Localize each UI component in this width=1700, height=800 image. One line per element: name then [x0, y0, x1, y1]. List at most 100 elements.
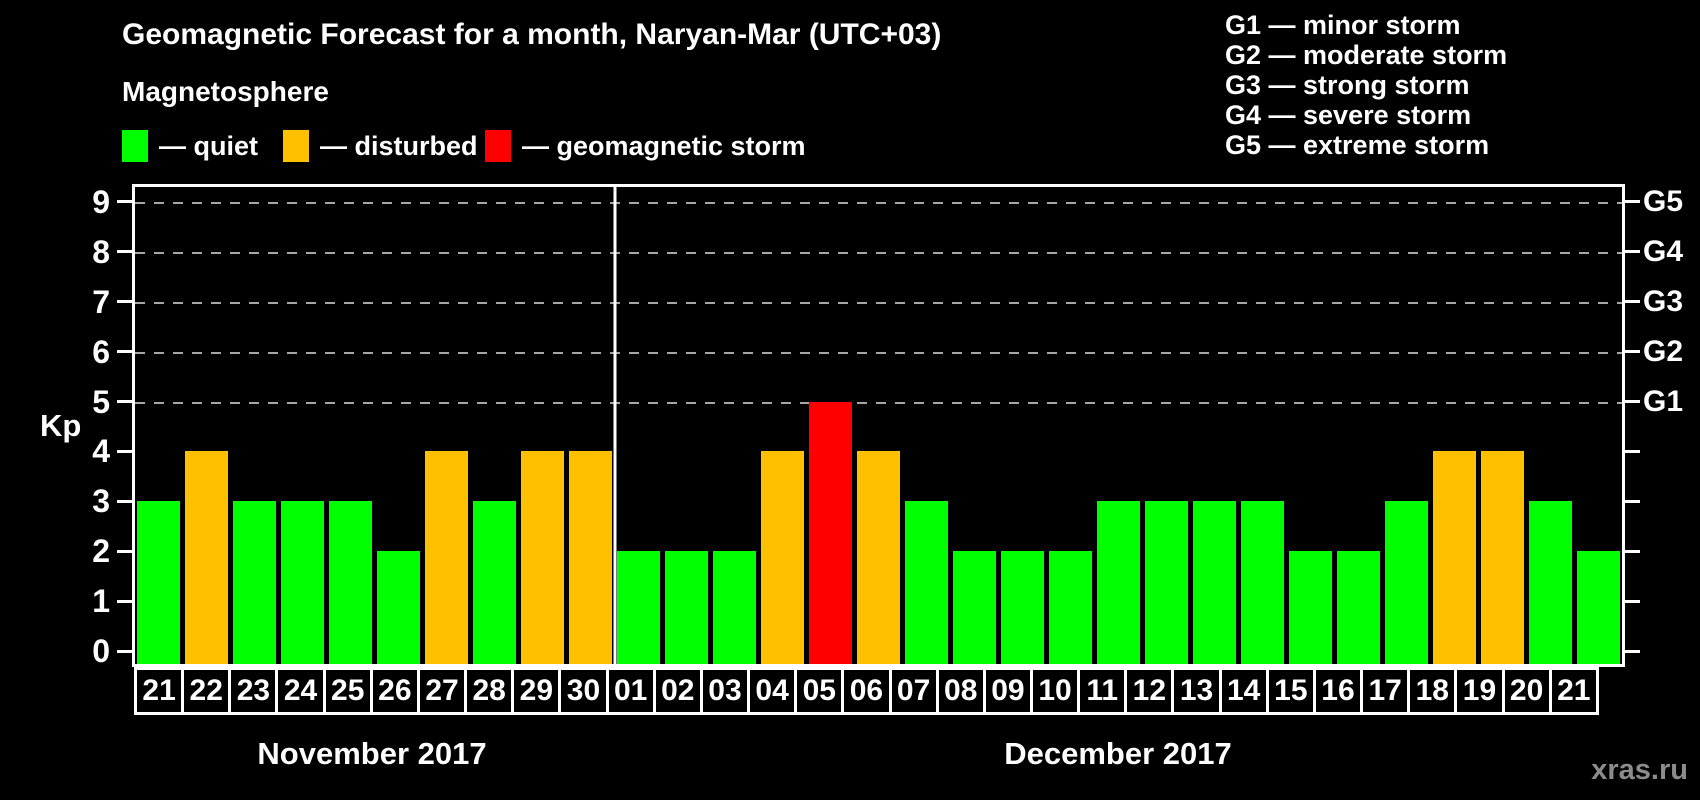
y-tick-right-6: [1625, 350, 1640, 354]
y-tick-left-4: [117, 449, 132, 453]
date-cell-november-27: 27: [420, 670, 468, 712]
chart-title: Geomagnetic Forecast for a month, Naryan…: [122, 18, 942, 51]
y-tick-left-3: [117, 499, 132, 503]
date-cell-december-07: 07: [892, 670, 939, 712]
bar-november-23: [233, 501, 277, 664]
date-cell-december-01: 01: [609, 670, 656, 712]
bar-december-12: [1144, 501, 1188, 664]
bar-december-08: [952, 551, 996, 664]
date-cell-december-20: 20: [1505, 670, 1552, 712]
bar-december-19: [1480, 451, 1524, 664]
plot-area-inner: [135, 187, 1622, 664]
right-axis-label-g4: G4: [1643, 234, 1684, 268]
bar-december-18: [1432, 451, 1476, 664]
date-cell-november-30: 30: [561, 670, 609, 712]
legend-item-disturbed: — disturbed: [283, 128, 478, 164]
bar-december-15: [1288, 551, 1332, 664]
bar-december-10: [1048, 551, 1092, 664]
date-cell-december-18: 18: [1410, 670, 1458, 712]
gridline-kp9: [135, 201, 1622, 204]
y-tick-label-2: 2: [92, 533, 110, 570]
storm-scale-line-g2: G2 — moderate storm: [1225, 40, 1508, 70]
bar-december-01: [617, 551, 661, 664]
bar-december-04: [761, 451, 805, 664]
bar-december-20: [1528, 501, 1572, 664]
y-tick-left-7: [117, 300, 132, 304]
date-cell-december-15: 15: [1269, 670, 1316, 712]
legend-label-quiet: — quiet: [159, 130, 258, 161]
bar-december-16: [1336, 551, 1380, 664]
y-tick-left-9: [117, 200, 132, 204]
storm-scale-line-g4: G4 — severe storm: [1225, 100, 1472, 130]
legend-label-storm: — geomagnetic storm: [522, 130, 806, 161]
y-tick-left-6: [117, 350, 132, 354]
y-tick-label-6: 6: [92, 333, 110, 370]
bar-november-29: [521, 451, 565, 664]
y-tick-right-3: [1625, 499, 1640, 503]
gridline-kp8: [135, 251, 1622, 254]
legend-label-disturbed: — disturbed: [320, 130, 478, 161]
y-tick-right-7: [1625, 300, 1640, 304]
legend-item-quiet: — quiet: [122, 128, 258, 164]
storm-scale-line-g3: G3 — strong storm: [1225, 70, 1470, 100]
y-tick-left-0: [117, 649, 132, 653]
date-cell-december-09: 09: [986, 670, 1033, 712]
y-tick-left-5: [117, 400, 132, 403]
date-cell-november-22: 22: [184, 670, 232, 712]
bar-december-17: [1384, 501, 1428, 664]
bar-november-30: [569, 451, 613, 664]
y-tick-label-4: 4: [92, 433, 110, 470]
y-tick-right-5: [1625, 400, 1640, 403]
y-tick-left-1: [117, 599, 132, 603]
y-tick-label-9: 9: [92, 183, 110, 220]
bar-november-27: [425, 451, 469, 664]
bar-december-06: [856, 451, 900, 664]
y-tick-right-4: [1625, 449, 1640, 453]
storm-scale-legend: G1 — minor storm G2 — moderate storm G3 — …: [1225, 10, 1507, 160]
bar-november-24: [281, 501, 325, 664]
storm-scale-line-g1: G1 — minor storm: [1225, 10, 1461, 40]
date-cell-december-02: 02: [656, 670, 703, 712]
right-axis-label-g5: G5: [1643, 184, 1684, 218]
month-label-december: December 2017: [1004, 736, 1232, 771]
bar-december-09: [1000, 551, 1044, 664]
plot-area: [132, 184, 1625, 667]
date-cell-december-19: 19: [1457, 670, 1505, 712]
date-axis: 21 22 23 24 25 26 27 28 29 30 01 02 03 04 05 06 07 08 09 10…: [134, 667, 1599, 715]
y-tick-label-3: 3: [92, 483, 110, 520]
bar-december-02: [665, 551, 709, 664]
date-cell-december-16: 16: [1316, 670, 1364, 712]
date-cell-december-17: 17: [1363, 670, 1411, 712]
bar-december-03: [713, 551, 757, 664]
date-cell-november-25: 25: [326, 670, 373, 712]
date-cell-december-03: 03: [703, 670, 751, 712]
date-cell-november-28: 28: [467, 670, 515, 712]
y-tick-right-1: [1625, 599, 1640, 603]
y-tick-label-0: 0: [92, 633, 110, 669]
date-cell-december-04: 04: [750, 670, 798, 712]
date-cell-december-13: 13: [1174, 670, 1222, 712]
bar-december-05: [809, 401, 853, 664]
y-tick-right-9: [1625, 200, 1640, 204]
bar-november-26: [377, 551, 421, 664]
date-cell-december-21: 21: [1557, 674, 1591, 707]
y-tick-right-2: [1625, 549, 1640, 553]
bar-november-25: [329, 501, 373, 664]
date-cell-november-26: 26: [373, 670, 420, 712]
date-cell-december-06: 06: [844, 670, 892, 712]
watermark: xras.ru: [1591, 754, 1688, 786]
date-cell-november-21: 21: [137, 670, 185, 712]
y-tick-left-2: [117, 549, 132, 553]
y-tick-left-8: [117, 250, 132, 254]
y-tick-label-7: 7: [92, 283, 110, 320]
legend-item-storm: — geomagnetic storm: [485, 128, 806, 164]
storm-swatch: [485, 130, 511, 162]
date-cell-december-10: 10: [1033, 670, 1081, 712]
bar-december-14: [1240, 501, 1284, 664]
bar-november-21: [137, 501, 181, 664]
right-axis-label-g2: G2: [1643, 334, 1684, 368]
date-cell-november-23: 23: [231, 670, 279, 712]
storm-scale-line-g5: G5 — extreme storm: [1225, 130, 1490, 160]
bar-december-11: [1096, 501, 1140, 664]
